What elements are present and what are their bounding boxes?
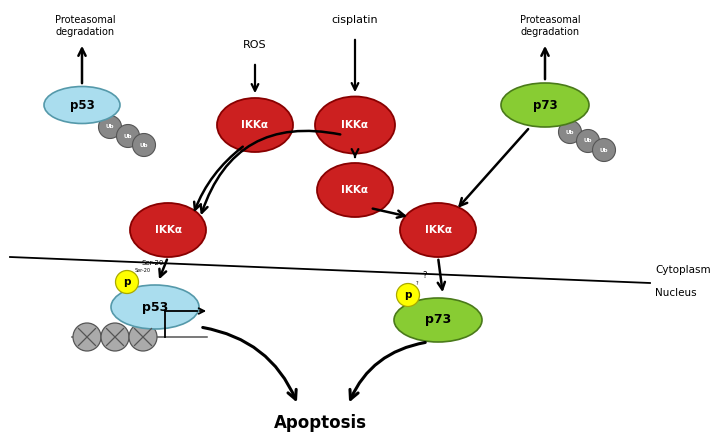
Text: ?: ? bbox=[422, 271, 427, 280]
Text: IKKα: IKKα bbox=[242, 120, 268, 130]
FancyArrowPatch shape bbox=[194, 147, 243, 210]
Circle shape bbox=[559, 121, 581, 143]
Circle shape bbox=[576, 129, 599, 153]
Text: Proteasomal
degradation: Proteasomal degradation bbox=[520, 15, 580, 36]
Text: Ub: Ub bbox=[140, 142, 148, 147]
Text: p73: p73 bbox=[533, 98, 557, 112]
FancyArrowPatch shape bbox=[203, 328, 296, 399]
Circle shape bbox=[116, 125, 140, 147]
Ellipse shape bbox=[44, 86, 120, 124]
FancyArrowPatch shape bbox=[201, 131, 341, 213]
Text: IKKα: IKKα bbox=[341, 185, 369, 195]
Ellipse shape bbox=[217, 98, 293, 152]
Text: Apoptosis: Apoptosis bbox=[273, 414, 366, 432]
Ellipse shape bbox=[501, 83, 589, 127]
Text: IKKα: IKKα bbox=[341, 120, 369, 130]
Circle shape bbox=[115, 271, 138, 294]
Text: Ser-20: Ser-20 bbox=[141, 260, 163, 266]
Ellipse shape bbox=[317, 163, 393, 217]
Text: Ub: Ub bbox=[124, 134, 132, 138]
Text: Ub: Ub bbox=[584, 138, 592, 143]
Text: p53: p53 bbox=[142, 300, 168, 313]
Circle shape bbox=[397, 283, 419, 307]
Circle shape bbox=[129, 323, 157, 351]
Ellipse shape bbox=[315, 97, 395, 154]
FancyArrowPatch shape bbox=[350, 343, 425, 399]
Text: ROS: ROS bbox=[243, 40, 267, 50]
Text: cisplatin: cisplatin bbox=[332, 15, 379, 25]
Ellipse shape bbox=[130, 203, 206, 257]
Circle shape bbox=[592, 138, 615, 162]
Circle shape bbox=[133, 134, 156, 157]
Text: Cytoplasm: Cytoplasm bbox=[655, 265, 711, 275]
Circle shape bbox=[98, 116, 121, 138]
Text: p: p bbox=[404, 290, 412, 300]
Circle shape bbox=[73, 323, 101, 351]
Text: Ser-20: Ser-20 bbox=[135, 268, 151, 273]
Circle shape bbox=[101, 323, 129, 351]
Text: Nucleus: Nucleus bbox=[655, 288, 697, 298]
Text: Proteasomal
degradation: Proteasomal degradation bbox=[54, 15, 115, 36]
Text: ?: ? bbox=[416, 281, 419, 286]
Ellipse shape bbox=[111, 285, 199, 329]
Text: p: p bbox=[123, 277, 130, 287]
Text: Ub: Ub bbox=[566, 129, 574, 134]
Ellipse shape bbox=[394, 298, 482, 342]
Text: p53: p53 bbox=[70, 98, 95, 112]
Text: Ub: Ub bbox=[599, 147, 608, 153]
Text: IKKα: IKKα bbox=[154, 225, 181, 235]
Text: IKKα: IKKα bbox=[424, 225, 452, 235]
Ellipse shape bbox=[400, 203, 476, 257]
Text: Ub: Ub bbox=[105, 125, 114, 129]
Text: p73: p73 bbox=[425, 313, 451, 327]
